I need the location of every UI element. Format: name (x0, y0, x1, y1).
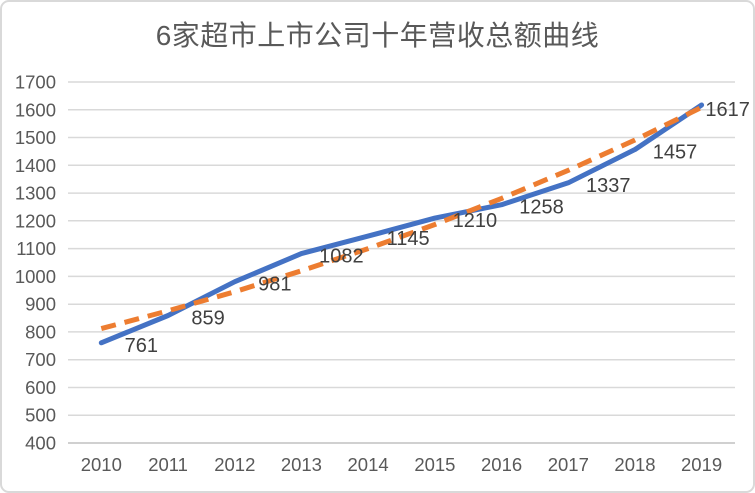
y-tick-label: 1600 (15, 99, 56, 120)
y-tick-label: 1000 (15, 266, 56, 287)
x-tick-label: 2011 (148, 454, 188, 475)
data-label: 1337 (586, 175, 631, 197)
x-axis-labels: 2010 2011 2012 2013 2014 2015 2016 2017 2018 2019 (81, 454, 722, 475)
x-tick-label: 2015 (414, 454, 455, 475)
y-tick-label: 600 (25, 377, 56, 398)
x-tick-label: 2019 (681, 454, 722, 475)
gridlines (68, 81, 735, 444)
x-tick-label: 2013 (281, 454, 322, 475)
y-tick-label: 800 (25, 321, 56, 342)
y-tick-label: 400 (25, 433, 56, 454)
x-tick-label: 2010 (81, 454, 122, 475)
y-tick-label: 900 (25, 294, 56, 315)
x-tick-label: 2016 (481, 454, 522, 475)
x-tick-label: 2018 (614, 454, 655, 475)
y-tick-label: 1200 (15, 210, 56, 231)
data-label: 859 (191, 308, 224, 330)
trend-line (100, 105, 703, 332)
data-label: 1082 (319, 246, 364, 268)
y-tick-label: 1300 (15, 183, 56, 204)
y-tick-label: 1400 (15, 155, 56, 176)
y-tick-label: 1500 (15, 127, 56, 148)
data-label: 1457 (653, 142, 698, 164)
data-label: 981 (258, 274, 291, 296)
data-label: 1145 (387, 228, 430, 250)
data-label: 1617 (705, 99, 750, 121)
data-label: 1210 (453, 210, 498, 232)
data-labels: 761 859 981 1082 1145 1210 1258 1337 1457 1617 (125, 99, 750, 357)
revenue-line (98, 102, 705, 346)
data-label: 1258 (519, 197, 564, 219)
y-tick-label: 1100 (16, 238, 56, 259)
x-tick-label: 2014 (348, 454, 389, 475)
y-tick-label: 1700 (15, 72, 56, 93)
y-axis-labels: 1700 1600 1500 1400 1300 1200 1100 1000 900 800 70… (15, 72, 56, 454)
y-tick-label: 500 (25, 405, 56, 426)
chart-title: 6家超市上市公司十年营收总额曲线 (155, 20, 600, 51)
x-tick-label: 2012 (214, 454, 255, 475)
x-tick-label: 2017 (548, 454, 589, 475)
data-label: 761 (125, 335, 158, 357)
y-tick-label: 700 (25, 349, 56, 370)
